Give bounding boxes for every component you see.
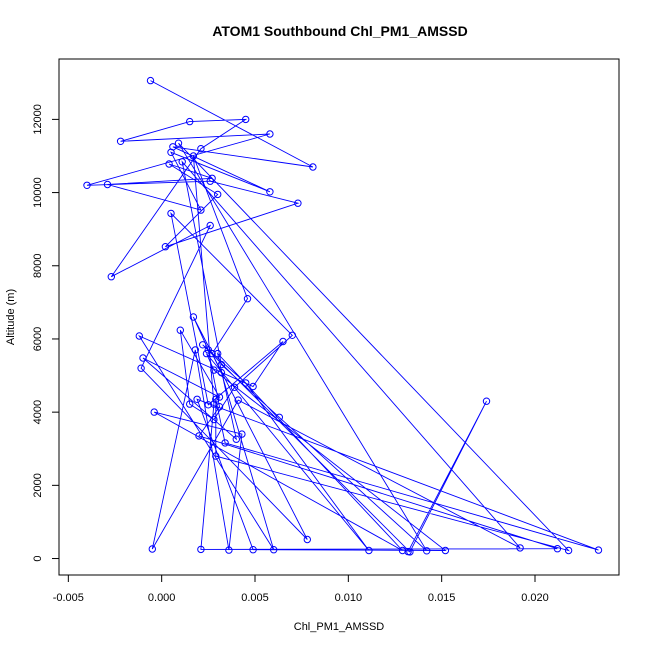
data-point: [266, 188, 274, 196]
data-point: [146, 76, 155, 85]
data-point: [266, 130, 274, 138]
data-point: [161, 243, 170, 251]
data-point: [594, 546, 603, 554]
data-point: [221, 439, 229, 447]
y-tick-label: 10000: [32, 177, 44, 208]
data-point: [197, 206, 205, 214]
data-point: [210, 400, 218, 408]
data-point: [202, 349, 211, 358]
data-point: [165, 160, 173, 168]
data-point: [294, 199, 302, 207]
y-tick-label: 0: [32, 555, 44, 561]
data-point: [404, 547, 412, 556]
data-point: [365, 546, 373, 555]
data-point: [197, 545, 205, 554]
data-point: [116, 137, 125, 146]
data-point: [210, 415, 218, 424]
data-point: [206, 177, 214, 185]
series-line: [86, 80, 599, 553]
data-point: [230, 383, 239, 391]
data-point: [553, 545, 562, 553]
y-tick-label: 8000: [32, 254, 44, 278]
data-point: [242, 379, 250, 387]
data-point: [167, 148, 175, 157]
data-point: [150, 408, 158, 416]
data-point: [214, 349, 222, 358]
series-layer: [83, 76, 603, 556]
x-tick-label: 0.015: [428, 592, 456, 604]
data-point: [199, 341, 207, 349]
chart-title: ATOM1 Southbound Chl_PM1_AMSSD: [212, 23, 467, 39]
x-tick-label: -0.005: [53, 592, 84, 604]
data-point: [137, 364, 145, 372]
x-tick-label: 0.005: [241, 592, 269, 604]
data-point: [176, 326, 185, 334]
data-point: [107, 273, 116, 281]
data-point: [288, 331, 296, 339]
data-point: [210, 366, 218, 374]
y-tick-label: 6000: [32, 327, 44, 351]
data-point: [303, 535, 311, 544]
data-point: [195, 432, 203, 440]
data-point: [167, 209, 175, 218]
data-point: [103, 180, 112, 189]
x-tick-label: 0.010: [335, 592, 363, 604]
data-point: [212, 395, 220, 403]
data-point: [270, 546, 278, 554]
data-point: [398, 546, 407, 555]
data-point: [204, 401, 213, 409]
x-tick-label: 0.020: [521, 592, 549, 604]
y-tick-label: 2000: [32, 473, 44, 497]
data-point: [232, 435, 241, 443]
data-point: [178, 158, 186, 166]
data-point: [234, 396, 242, 404]
data-point: [243, 295, 252, 303]
data-point: [186, 400, 194, 408]
data-point: [242, 115, 250, 124]
data-point: [249, 546, 257, 554]
data-point: [206, 221, 214, 230]
data-point: [148, 545, 157, 553]
data-point: [197, 145, 205, 153]
data-point: [191, 346, 200, 354]
data-point: [217, 360, 226, 369]
data-point: [189, 152, 198, 160]
data-point: [212, 452, 220, 460]
plot-frame: [58, 58, 620, 576]
data-point: [423, 547, 431, 555]
data-point: [215, 393, 224, 401]
data-point: [482, 397, 491, 405]
data-point: [275, 413, 283, 421]
data-point: [186, 117, 194, 126]
data-point: [225, 546, 233, 554]
data-point: [217, 368, 226, 377]
data-point: [249, 382, 257, 391]
y-tick-label: 4000: [32, 400, 44, 424]
data-point: [174, 139, 183, 147]
data-point: [204, 346, 213, 354]
data-point: [135, 332, 144, 340]
x-tick-label: 0.000: [148, 592, 176, 604]
data-point: [564, 546, 573, 555]
x-axis-label: Chl_PM1_AMSSD: [294, 621, 385, 633]
y-axis: 0 2000 4000 6000 8000 10000 12000: [32, 104, 60, 562]
data-point: [208, 349, 216, 358]
data-point: [309, 163, 317, 171]
data-point: [516, 544, 524, 552]
data-point: [189, 313, 198, 321]
y-axis-label: Altitude (m): [5, 289, 17, 345]
data-point: [214, 190, 222, 199]
x-axis: -0.005 0.000 0.005 0.010 0.015 0.020: [53, 574, 549, 604]
data-point: [83, 181, 91, 190]
data-point: [279, 337, 287, 346]
y-tick-label: 12000: [32, 104, 44, 135]
data-point: [139, 354, 147, 362]
data-point: [193, 395, 201, 403]
data-point: [441, 546, 450, 555]
data-point: [238, 430, 246, 438]
